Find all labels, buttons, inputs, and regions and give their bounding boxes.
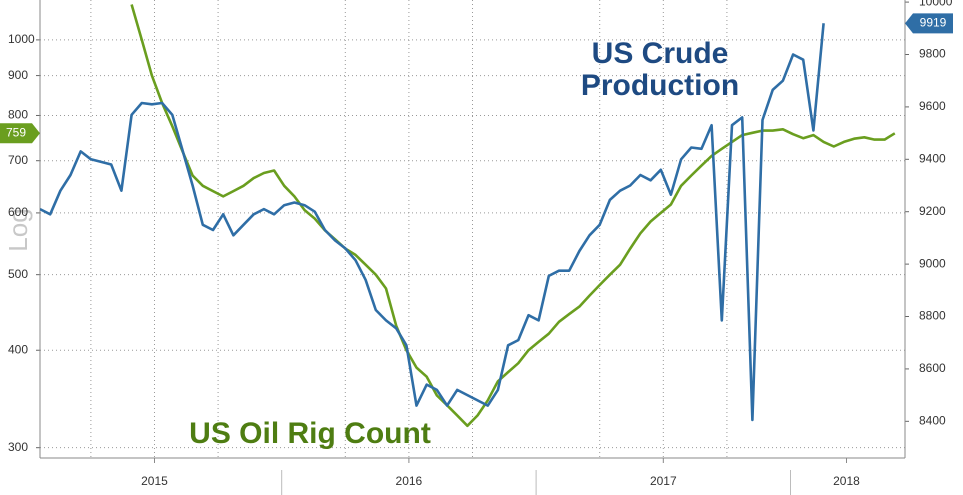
last-value-label: 9919: [920, 15, 947, 29]
y-tick-label: 900: [8, 68, 28, 82]
y2-tick-label: 8600: [919, 361, 946, 375]
series-line: [40, 23, 825, 422]
last-value-label: 759: [6, 125, 26, 139]
y2-tick-label: 9400: [919, 151, 946, 165]
y2-tick-label: 10000: [919, 0, 953, 8]
last-value-badge: [905, 13, 953, 34]
y2-tick-label: 8800: [919, 309, 946, 323]
x-tick-label: 2016: [396, 474, 423, 488]
last-value-badge: [0, 123, 40, 144]
x-tick-label: 2017: [650, 474, 677, 488]
y2-tick-label: 9200: [919, 204, 946, 218]
y-tick-label: 600: [8, 205, 28, 219]
log-scale-label: Log: [3, 208, 33, 251]
y-tick-label: 800: [8, 108, 28, 122]
y2-tick-label: 9000: [919, 256, 946, 270]
series-annotation: US Oil Rig Count: [189, 417, 431, 450]
x-tick-label: 2015: [141, 474, 168, 488]
y2-tick-label: 8400: [919, 413, 946, 427]
y-tick-label: 300: [8, 440, 28, 454]
y-tick-label: 700: [8, 153, 28, 167]
y2-tick-label: 9800: [919, 47, 946, 61]
y-tick-label: 500: [8, 267, 28, 281]
series-line: [130, 4, 896, 428]
series-annotation: US Crude Production: [580, 37, 740, 102]
y-tick-label: 400: [8, 342, 28, 356]
x-tick-label: 2018: [833, 474, 860, 488]
y2-tick-label: 9600: [919, 99, 946, 113]
y-tick-label: 1000: [8, 32, 35, 46]
